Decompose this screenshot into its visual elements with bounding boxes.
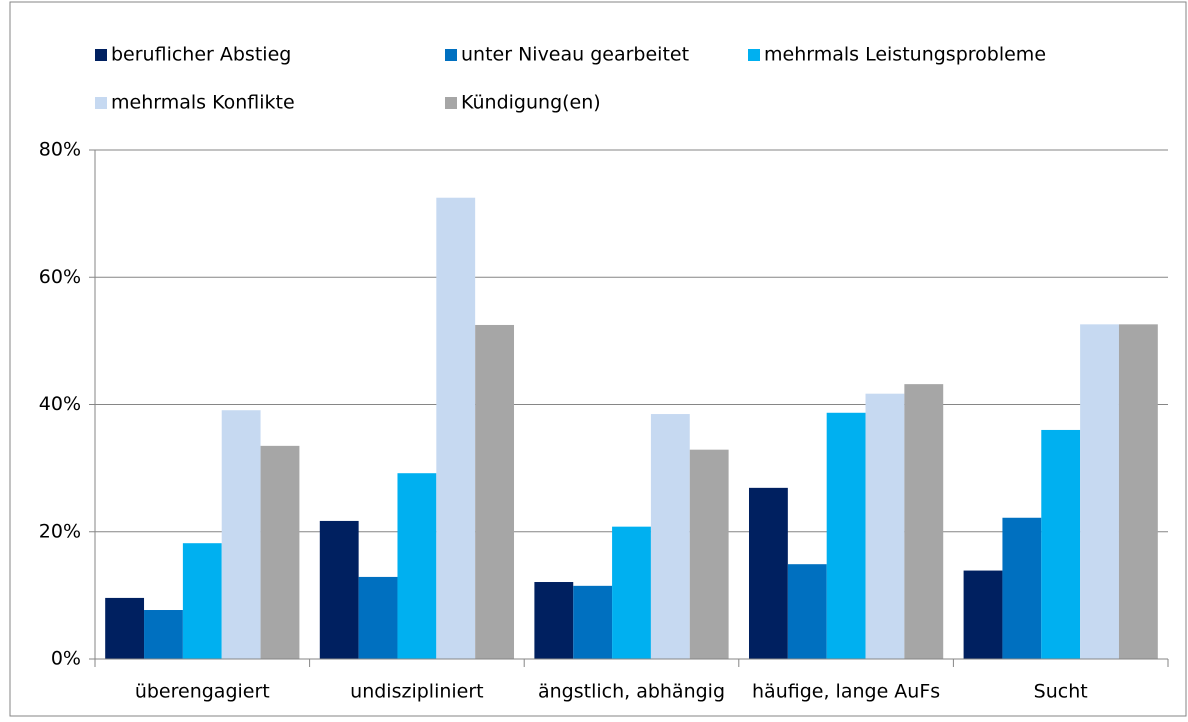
bar [475,324,515,659]
bar [144,610,183,659]
bar [534,582,574,659]
bar [260,445,300,659]
legend-label: mehrmals Konflikte [111,92,295,114]
bar [105,597,145,659]
bar [787,564,827,659]
legend-swatch [748,49,760,61]
bar [1002,517,1042,659]
y-tick-label: 20% [39,520,81,542]
legend-label: unter Niveau gearbeitet [461,44,689,66]
legend-swatch [445,97,457,109]
y-tick-label: 0% [51,648,81,670]
bar [319,520,359,659]
legend-swatch [95,97,107,109]
x-tick-label: Sucht [1034,681,1088,703]
bar [182,543,222,659]
y-tick-label: 40% [39,393,81,415]
bar [397,473,437,659]
bar [221,410,261,659]
bar [436,197,476,659]
bar [1041,429,1081,659]
y-tick-label: 60% [39,266,81,288]
x-tick-label: häufige, lange AuFs [752,681,940,703]
legend-label: Kündigung(en) [461,92,601,114]
bar [1118,324,1158,659]
bar [358,576,398,659]
bar [689,449,729,659]
bar [612,526,651,659]
bar [904,384,944,659]
y-tick-label: 80% [39,139,81,161]
bar [1080,324,1119,659]
bar [865,393,905,659]
legend-label: mehrmals Leistungsprobleme [764,44,1046,66]
bar [748,487,788,659]
legend-swatch [95,49,107,61]
legend-swatch [445,49,457,61]
x-tick-label: ängstlich, abhängig [538,681,725,703]
bar [963,570,1003,659]
bar [826,412,866,659]
x-tick-label: undiszipliniert [350,681,483,703]
bar [573,585,613,659]
legend-label: beruflicher Abstieg [111,44,291,66]
bar [650,414,690,659]
x-tick-label: überengagiert [135,681,270,703]
